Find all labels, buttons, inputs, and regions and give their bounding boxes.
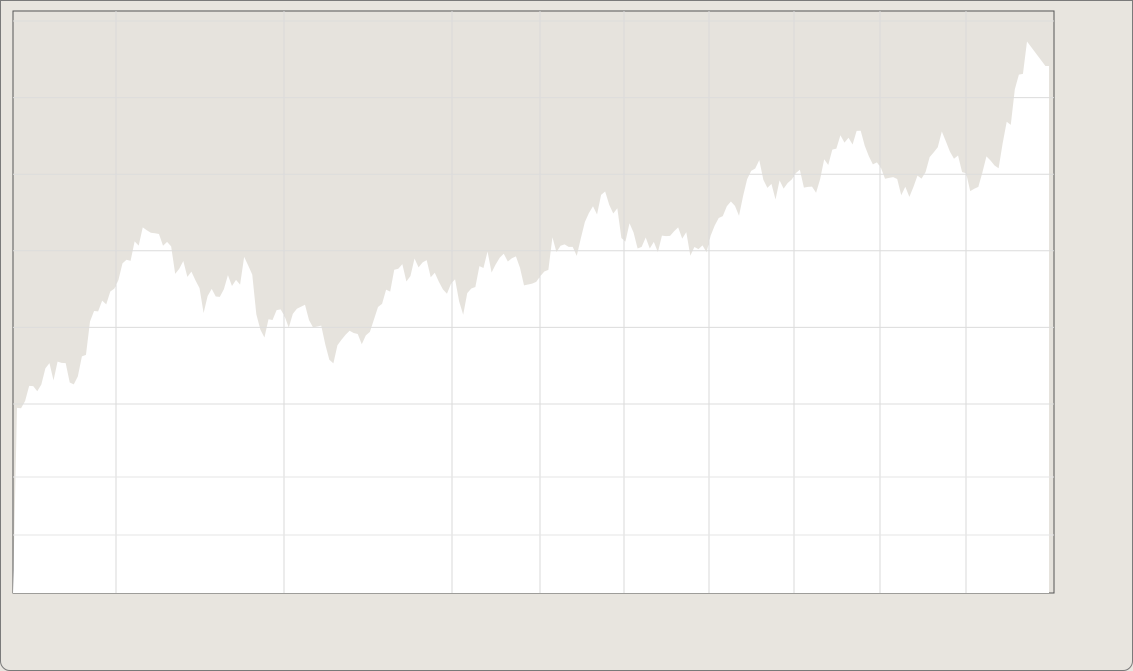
price-fill-area bbox=[13, 41, 1049, 594]
right-gap bbox=[1030, 66, 1049, 426]
